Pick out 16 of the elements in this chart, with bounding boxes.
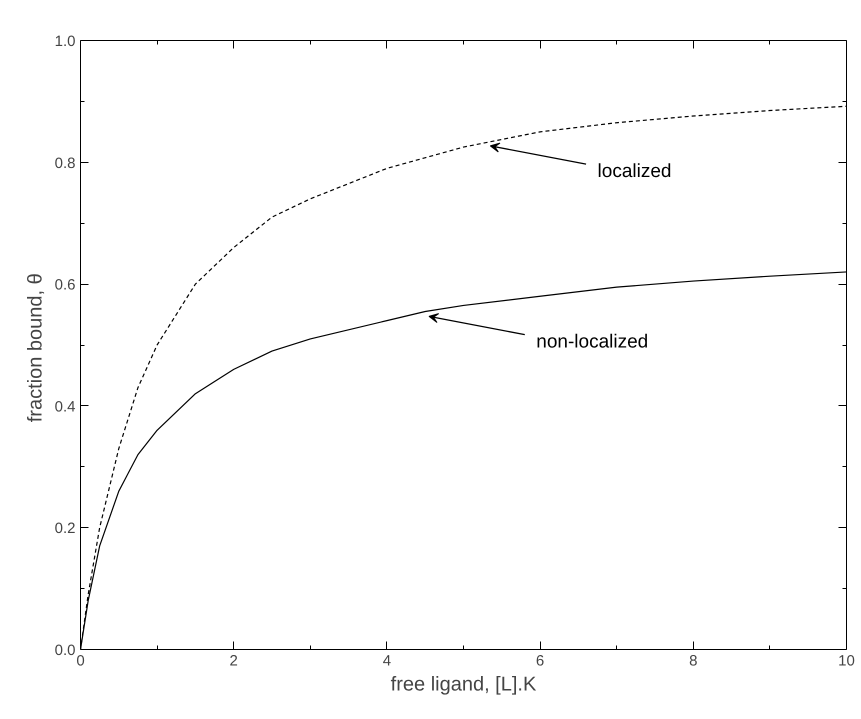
x-tick-label: 10 — [838, 652, 855, 670]
y-tick-label: 0.8 — [54, 154, 76, 172]
x-tick-label: 4 — [382, 652, 392, 670]
x-tick-label: 6 — [536, 652, 544, 670]
y-tick-label: 0.0 — [54, 642, 76, 659]
y-tick-label: 0.6 — [54, 276, 76, 294]
x-axis-title: free ligand, [L].K — [390, 674, 537, 696]
y-tick-label: 1.0 — [54, 33, 76, 50]
annotation: localized — [598, 160, 672, 182]
y-tick-label: 0.4 — [54, 398, 76, 416]
y-axis-title: fraction bound, θ — [24, 273, 47, 422]
annotation: non-localized — [536, 331, 648, 352]
x-tick-label: 0 — [76, 652, 85, 670]
y-tick-label: 0.2 — [54, 520, 76, 538]
x-tick-label: 2 — [230, 652, 238, 670]
x-tick-label: 8 — [689, 652, 698, 670]
